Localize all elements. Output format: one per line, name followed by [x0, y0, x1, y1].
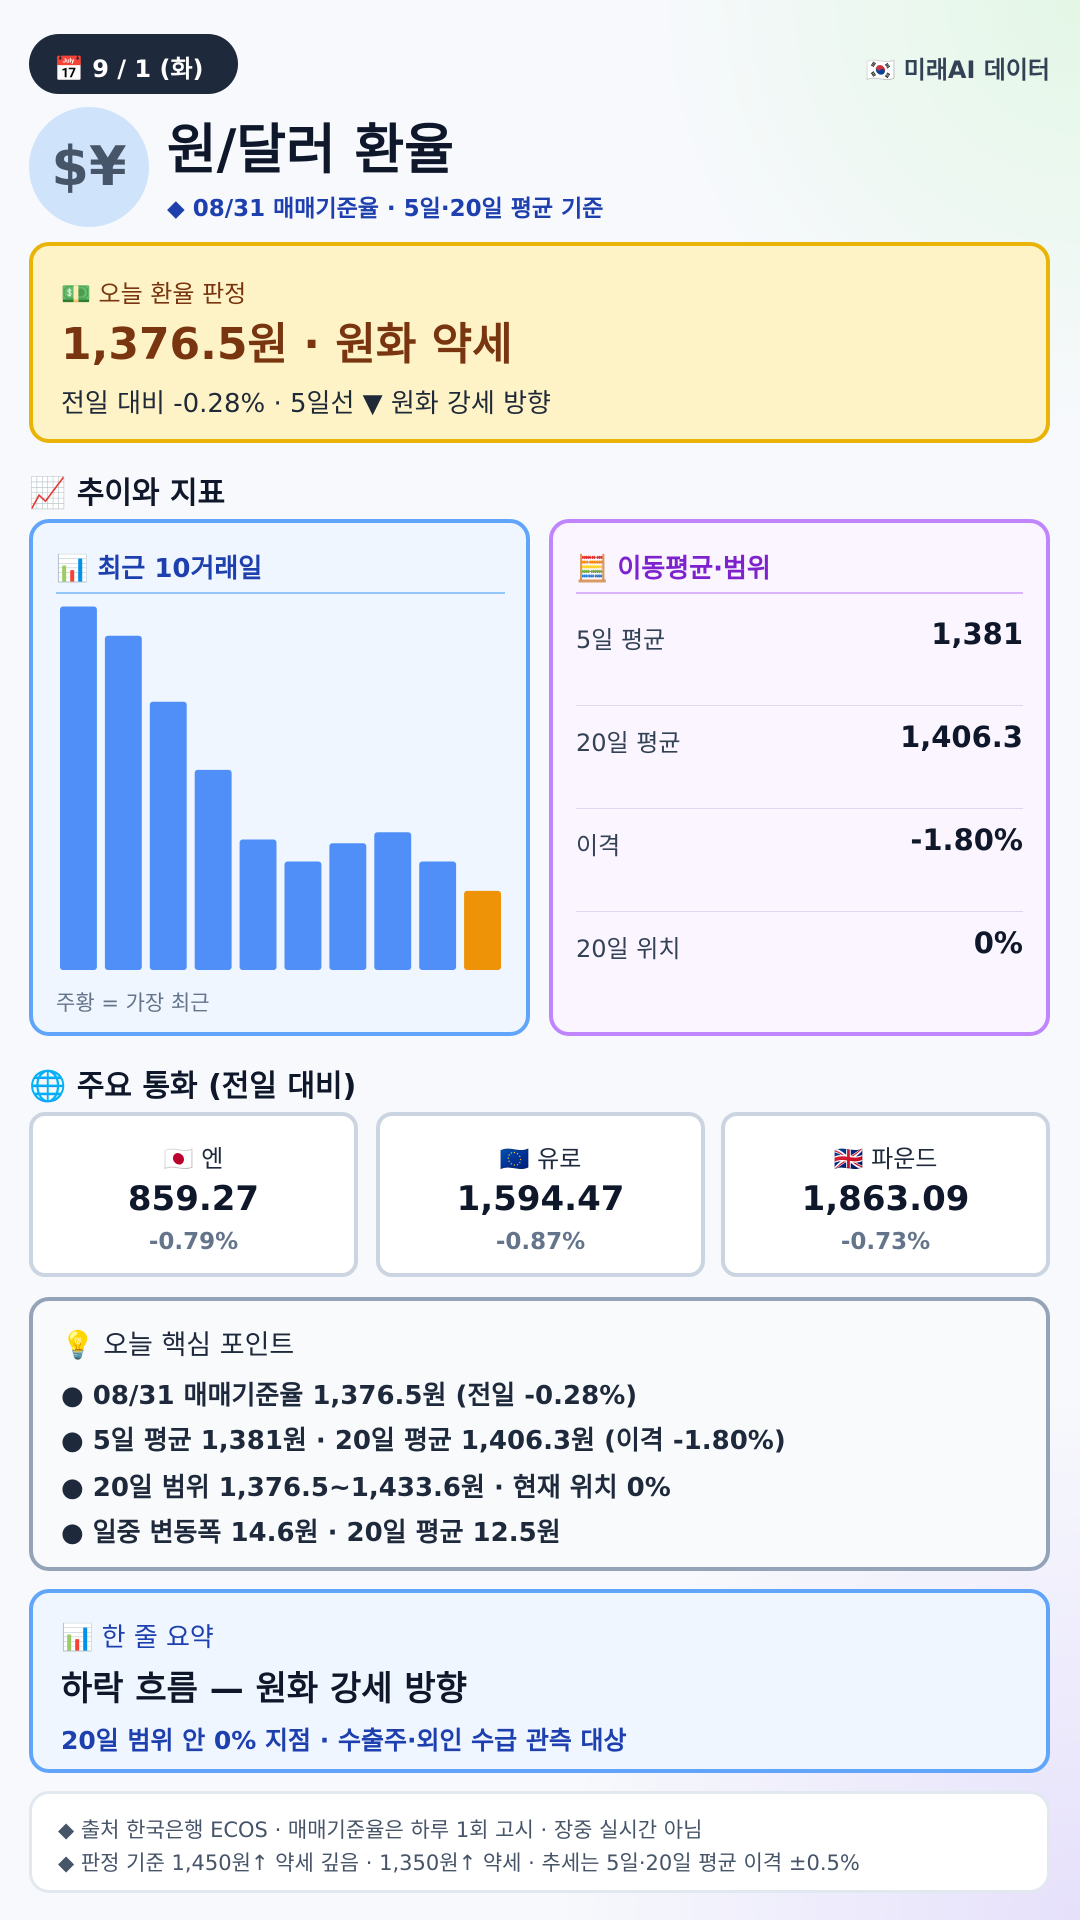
ma-title-line: 🧮 이동평균·범위	[576, 554, 771, 584]
points-card	[29, 1297, 1050, 1571]
currency-name: 유로	[537, 1145, 582, 1173]
divider	[56, 592, 505, 594]
points-title-line: 💡 오늘 핵심 포인트	[61, 1330, 295, 1361]
currency-name: 엔	[201, 1145, 224, 1173]
currency-card	[721, 1112, 1050, 1277]
point-item: ● 20일 범위 1,376.5~1,433.6원 · 현재 위치 0%	[61, 1473, 671, 1503]
divider	[576, 705, 1023, 706]
trend-section: 추이와 지표	[76, 476, 226, 511]
bar	[419, 861, 457, 970]
date-label: 📅 9 / 1 (화)	[54, 55, 204, 83]
section-title: 📈 추이와 지표	[29, 476, 226, 511]
summary-card	[29, 1589, 1050, 1773]
chart-note: 주황 = 가장 최근	[56, 991, 210, 1015]
currency-value: 859.27	[127, 1179, 260, 1219]
point-item: ● 08/31 매매기준율 1,376.5원 (전일 -0.28%)	[61, 1381, 638, 1411]
ma-label: 20일 평균	[576, 729, 681, 757]
bar	[60, 606, 97, 970]
brand: 미래AI 데이터	[903, 56, 1050, 84]
currency-card	[376, 1112, 705, 1277]
currency-name: 파운드	[871, 1145, 938, 1173]
divider	[576, 808, 1023, 809]
bar	[329, 843, 367, 970]
bar	[239, 839, 277, 970]
bar	[149, 701, 187, 970]
date: 9 / 1 (화)	[92, 55, 204, 83]
ma-value: 0%	[973, 926, 1023, 960]
points-title: 오늘 핵심 포인트	[103, 1330, 295, 1361]
currencies-title: 주요 통화 (전일 대비)	[76, 1069, 357, 1104]
bar	[284, 861, 322, 970]
footer-text: 출처 한국은행 ECOS · 매매기준율은 하루 1회 고시 · 장중 실시간 …	[80, 1818, 703, 1842]
summary-label-line: 📊 한 줄 요약	[61, 1623, 214, 1653]
ma-value: -1.80%	[910, 823, 1023, 857]
footer-card	[29, 1791, 1050, 1893]
ma-value: 1,406.3	[900, 720, 1023, 754]
subtitle-line: ◆ 08/31 매매기준율 · 5일·20일 평균 기준	[167, 196, 604, 222]
section-title: 🌐 주요 통화 (전일 대비)	[29, 1069, 357, 1104]
footer-line: ◆ 판정 기준 1,450원↑ 약세 깊음 · 1,350원↑ 약세 · 추세는…	[58, 1851, 860, 1875]
date-pill	[29, 34, 238, 94]
currency-name-line: 🇬🇧 파운드	[833, 1145, 938, 1173]
currency-value: 1,594.47	[456, 1179, 625, 1219]
divider	[576, 592, 1023, 594]
verdict-label-line: 💵 오늘 환율 판정	[61, 280, 247, 308]
summary-headline: 하락 흐름 — 원화 강세 방향	[61, 1669, 467, 1709]
point-text: 5일 평균 1,381원 · 20일 평균 1,406.3원 (이격 -1.80…	[92, 1426, 786, 1456]
point-item: ● 일중 변동폭 14.6원 · 20일 평균 12.5원	[61, 1518, 561, 1548]
bar	[194, 769, 232, 970]
chart-title: 최근 10거래일	[97, 554, 263, 584]
point-text: 20일 범위 1,376.5~1,433.6원 · 현재 위치 0%	[92, 1473, 671, 1503]
verdict-label: 오늘 환율 판정	[98, 280, 247, 308]
currency-change: -0.79%	[148, 1229, 239, 1255]
currency-card	[29, 1112, 358, 1277]
ma-label: 20일 위치	[576, 935, 681, 963]
currency-name-line: 🇯🇵 엔	[163, 1145, 224, 1173]
divider	[576, 911, 1023, 912]
currency-change: -0.73%	[840, 1229, 931, 1255]
footer-text: 판정 기준 1,450원↑ 약세 깊음 · 1,350원↑ 약세 · 추세는 5…	[80, 1851, 860, 1875]
footer-line: ◆ 출처 한국은행 ECOS · 매매기준율은 하루 1회 고시 · 장중 실시…	[58, 1818, 703, 1842]
chart-title-line: 📊 최근 10거래일	[56, 554, 263, 584]
ma-value: 1,381	[931, 617, 1023, 651]
summary-detail: 20일 범위 안 0% 지점 · 수출주·외인 수급 관측 대상	[61, 1726, 627, 1755]
point-text: 일중 변동폭 14.6원 · 20일 평균 12.5원	[92, 1518, 561, 1548]
bar	[464, 890, 501, 970]
bar	[374, 832, 412, 970]
point-item: ● 5일 평균 1,381원 · 20일 평균 1,406.3원 (이격 -1.…	[61, 1426, 786, 1456]
currency-value: 1,863.09	[801, 1179, 970, 1219]
verdict-card	[29, 242, 1050, 443]
ma-card	[549, 519, 1050, 1036]
point-text: 08/31 매매기준율 1,376.5원 (전일 -0.28%)	[92, 1381, 638, 1411]
summary-label: 한 줄 요약	[101, 1623, 214, 1653]
currency-icon: $¥	[29, 107, 149, 227]
ma-label: 이격	[576, 832, 621, 860]
currency-change: -0.87%	[495, 1229, 586, 1255]
verdict-headline: 1,376.5원 · 원화 약세	[61, 319, 513, 370]
title: 원/달러 환율	[167, 118, 454, 181]
brand-label: 🇰🇷 미래AI 데이터	[865, 56, 1050, 84]
ma-label: 5일 평균	[576, 626, 666, 654]
currency-name-line: 🇪🇺 유로	[499, 1145, 582, 1173]
bar	[104, 635, 142, 970]
subtitle: 08/31 매매기준율 · 5일·20일 평균 기준	[192, 196, 604, 222]
verdict-detail: 전일 대비 -0.28% · 5일선 ▼ 원화 강세 방향	[61, 389, 551, 419]
ma-title: 이동평균·범위	[617, 554, 771, 584]
